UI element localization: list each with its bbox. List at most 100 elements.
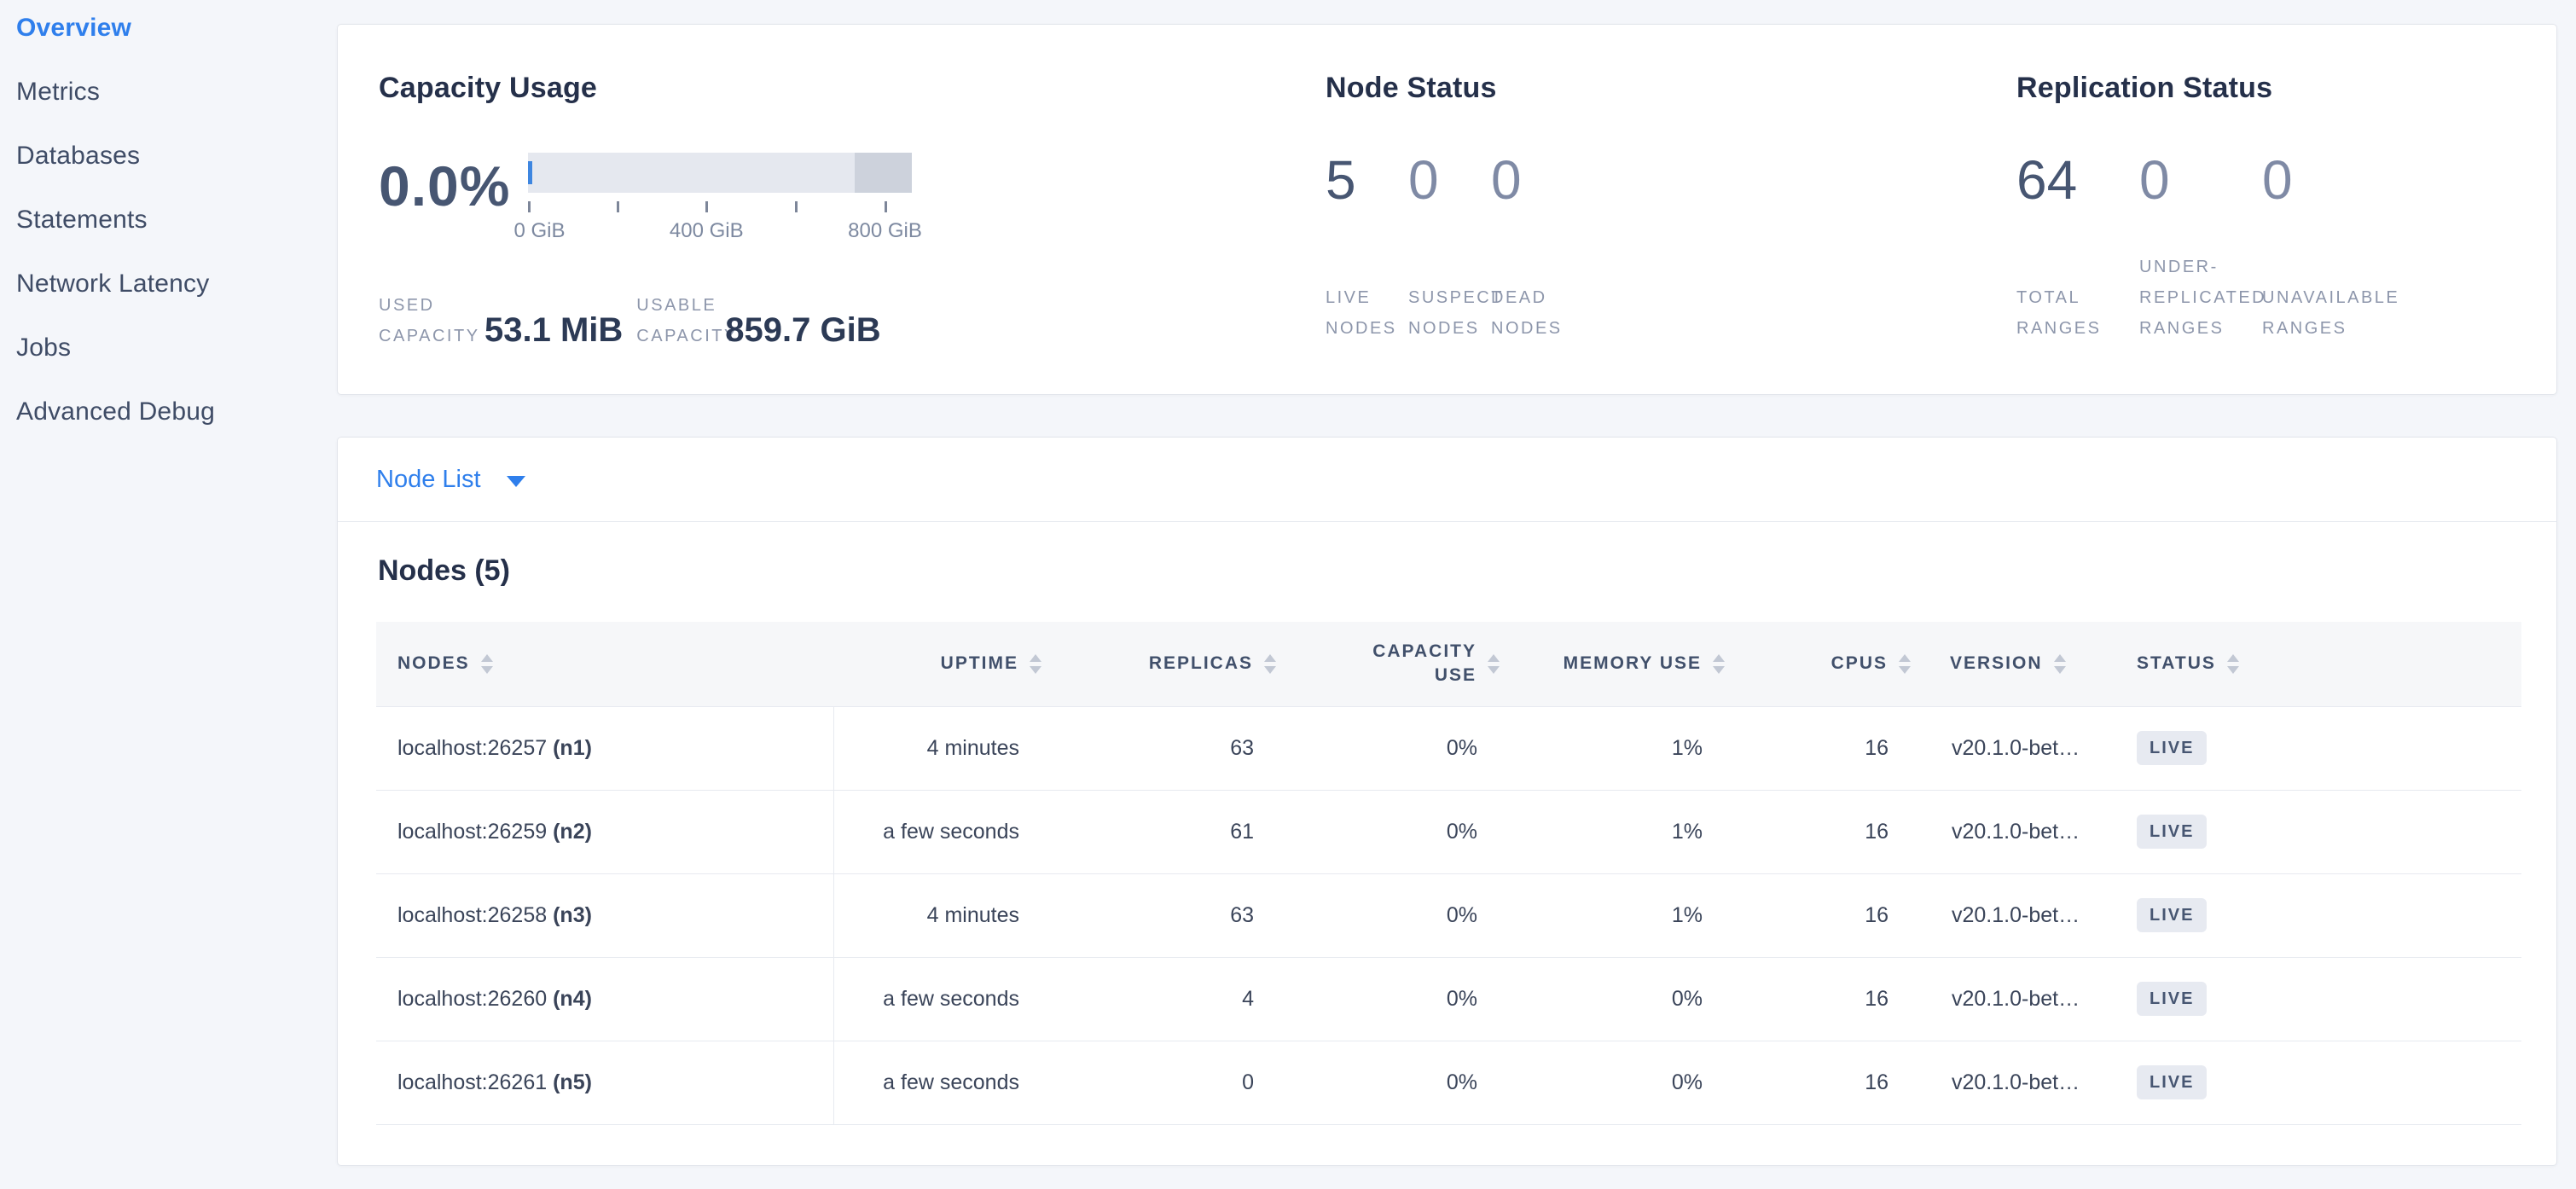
version-cell: v20.1.0-bet… xyxy=(1916,706,2113,791)
sidebar-item-overview[interactable]: Overview xyxy=(16,14,132,42)
sidebar-item-databases[interactable]: Databases xyxy=(16,142,141,170)
capacity-use-cell: 0% xyxy=(1281,1041,1505,1125)
used-capacity-stat: USED CAPACITY 53.1 MiB xyxy=(379,290,623,351)
sidebar-item-statements[interactable]: Statements xyxy=(16,206,148,234)
sidebar-item-advanced-debug[interactable]: Advanced Debug xyxy=(16,397,215,426)
sort-icon xyxy=(2226,653,2239,674)
replication-status-title: Replication Status xyxy=(2016,72,2273,104)
column-header-label: UPTIME xyxy=(940,653,1018,674)
memory-use-cell: 0% xyxy=(1505,1041,1730,1125)
node-address-cell: localhost:26261 (n5) xyxy=(376,1041,834,1125)
unavailable-ranges-label: UNAVAILABLE RANGES xyxy=(2262,288,2400,338)
status-cell: LIVE xyxy=(2113,1041,2521,1125)
capacity-use-cell: 0% xyxy=(1281,790,1505,874)
cpus-cell: 16 xyxy=(1730,957,1916,1041)
status-cell: LIVE xyxy=(2113,706,2521,791)
replicas-cell: 4 xyxy=(1047,957,1281,1041)
under-replicated-ranges-label: UNDER-REPLICATED RANGES xyxy=(2139,258,2267,338)
total-ranges-label: TOTAL RANGES xyxy=(2016,288,2102,338)
sort-icon xyxy=(1713,653,1725,674)
capacity-gauge-track xyxy=(528,153,912,193)
node-status-stats: 5 LIVE NODES 0 SUSPECT NODES 0 DEAD NODE… xyxy=(1326,153,2016,344)
capacity-gauge-row: 0.0% 0 GiB 400 GiB 800 GiB xyxy=(379,153,1326,251)
sort-icon xyxy=(1488,653,1500,674)
sort-icon xyxy=(1899,653,1911,674)
sort-icon xyxy=(1030,653,1041,674)
suspect-nodes-value: 0 xyxy=(1408,149,1439,211)
status-cell: LIVE xyxy=(2113,873,2521,958)
usable-capacity-value: 859.7 GiB xyxy=(725,311,881,349)
live-nodes-stat: 5 LIVE NODES xyxy=(1326,153,1408,344)
column-header-uptime[interactable]: UPTIME xyxy=(833,622,1047,707)
replicas-cell: 63 xyxy=(1047,873,1281,958)
column-header-label: NODES xyxy=(397,653,470,674)
usable-capacity-label: USABLE CAPACITY xyxy=(636,296,738,345)
replicas-cell: 63 xyxy=(1047,706,1281,791)
nodes-count-heading: Nodes (5) xyxy=(378,554,510,587)
node-id: (n2) xyxy=(553,819,592,844)
table-header-row: NODES UPTIME REPLICAS xyxy=(376,622,2521,707)
version-cell: v20.1.0-bet… xyxy=(1916,1041,2113,1125)
sidebar-item-network-latency[interactable]: Network Latency xyxy=(16,270,210,298)
uptime-cell: 4 minutes xyxy=(833,873,1047,958)
axis-tick-label: 0 GiB xyxy=(513,219,566,242)
dead-nodes-stat: 0 DEAD NODES xyxy=(1491,153,1574,344)
suspect-nodes-stat: 0 SUSPECT NODES xyxy=(1408,149,1504,344)
suspect-nodes-label: SUSPECT NODES xyxy=(1408,288,1504,338)
used-capacity-value: 53.1 MiB xyxy=(484,311,624,349)
axis-tick-label: 800 GiB xyxy=(848,219,922,242)
column-header-status[interactable]: STATUS xyxy=(2113,622,2521,707)
column-header-version[interactable]: VERSION xyxy=(1916,622,2113,707)
capacity-use-cell: 0% xyxy=(1281,706,1505,791)
cpus-cell: 16 xyxy=(1730,1041,1916,1125)
sidebar-item-jobs[interactable]: Jobs xyxy=(16,334,72,362)
status-cell: LIVE xyxy=(2113,957,2521,1041)
view-selector-dropdown[interactable]: Node List xyxy=(338,438,2556,522)
dead-nodes-value: 0 xyxy=(1491,149,1522,211)
column-header-label: REPLICAS xyxy=(1148,653,1253,674)
column-header-cpus[interactable]: CPUS xyxy=(1730,622,1916,707)
total-ranges-stat: 64 TOTAL RANGES xyxy=(2016,153,2139,344)
uptime-cell: 4 minutes xyxy=(833,706,1047,791)
node-address-cell: localhost:26259 (n2) xyxy=(376,790,834,874)
version-cell: v20.1.0-bet… xyxy=(1916,873,2113,958)
main-content: Capacity Usage 0.0% 0 GiB xyxy=(337,0,2576,1189)
total-ranges-value: 64 xyxy=(2016,149,2078,211)
status-badge: LIVE xyxy=(2137,898,2208,932)
capacity-use-cell: 0% xyxy=(1281,957,1505,1041)
view-selector-label[interactable]: Node List xyxy=(376,465,481,493)
cluster-summary-card: Capacity Usage 0.0% 0 GiB xyxy=(337,24,2557,395)
column-header-nodes[interactable]: NODES xyxy=(376,622,833,707)
axis-tick xyxy=(884,201,887,212)
column-header-replicas[interactable]: REPLICAS xyxy=(1047,622,1281,707)
sort-icon xyxy=(1264,653,1276,674)
live-nodes-value: 5 xyxy=(1326,149,1356,211)
axis-tick xyxy=(795,201,798,212)
table-row: localhost:26260 (n4) a few seconds 4 0% … xyxy=(376,957,2521,1041)
replication-status-section: Replication Status 64 TOTAL RANGES 0 UND… xyxy=(2016,72,2522,394)
status-badge: LIVE xyxy=(2137,982,2208,1016)
live-nodes-label: LIVE NODES xyxy=(1326,288,1397,338)
sort-icon xyxy=(2053,653,2066,674)
node-id: (n4) xyxy=(553,986,592,1011)
column-header-label: STATUS xyxy=(2137,653,2216,674)
version-cell: v20.1.0-bet… xyxy=(1916,957,2113,1041)
node-id: (n1) xyxy=(553,735,592,760)
column-header-memory-use[interactable]: MEMORY USE xyxy=(1505,622,1730,707)
unavailable-ranges-value: 0 xyxy=(2262,149,2293,211)
capacity-usage-title: Capacity Usage xyxy=(379,72,598,104)
uptime-cell: a few seconds xyxy=(833,1041,1047,1125)
sidebar-item-metrics[interactable]: Metrics xyxy=(16,78,101,106)
column-header-capacity-use[interactable]: CAPACITY USE xyxy=(1281,622,1505,707)
table-row: localhost:26261 (n5) a few seconds 0 0% … xyxy=(376,1041,2521,1125)
table-row: localhost:26257 (n1) 4 minutes 63 0% 1% … xyxy=(376,706,2521,791)
status-badge: LIVE xyxy=(2137,1065,2208,1099)
column-header-label: VERSION xyxy=(1950,653,2043,674)
memory-use-cell: 1% xyxy=(1505,706,1730,791)
cpus-cell: 16 xyxy=(1730,873,1916,958)
table-row: localhost:26258 (n3) 4 minutes 63 0% 1% … xyxy=(376,873,2521,958)
unavailable-ranges-stat: 0 UNAVAILABLE RANGES xyxy=(2262,149,2400,344)
uptime-cell: a few seconds xyxy=(833,957,1047,1041)
node-address-cell: localhost:26257 (n1) xyxy=(376,706,834,791)
